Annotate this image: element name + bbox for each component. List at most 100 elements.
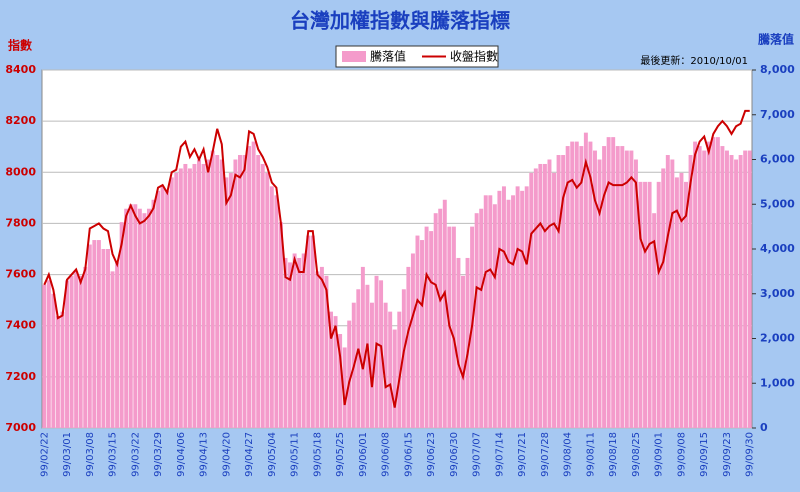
bar <box>233 159 238 428</box>
bar <box>110 271 115 428</box>
x-tick-label: 99/07/14 <box>494 432 505 477</box>
bar <box>697 146 702 428</box>
bar <box>338 334 343 428</box>
bar <box>283 257 288 428</box>
bar <box>297 257 302 428</box>
bar <box>465 257 470 428</box>
bar <box>729 155 734 428</box>
bar <box>74 271 79 428</box>
bar <box>278 222 283 428</box>
bar <box>583 132 588 428</box>
bar <box>115 262 120 428</box>
bar <box>133 204 138 428</box>
bar <box>360 266 365 428</box>
bar <box>242 155 247 428</box>
bar <box>579 146 584 428</box>
bar <box>643 181 648 428</box>
bar <box>383 302 388 428</box>
legend-label: 收盤指數 <box>450 49 498 64</box>
bar <box>488 195 493 428</box>
bar <box>665 155 670 428</box>
bar <box>565 146 570 428</box>
bar <box>96 240 101 428</box>
x-tick-label: 99/03/22 <box>130 432 141 477</box>
bar <box>388 311 393 428</box>
x-tick-label: 99/08/04 <box>563 432 574 477</box>
bar <box>492 204 497 428</box>
y-tick-label: 8400 <box>5 63 36 76</box>
bar <box>392 329 397 428</box>
bar <box>151 199 156 428</box>
x-tick-label: 99/08/18 <box>608 432 619 477</box>
bar <box>265 172 270 428</box>
bar <box>602 146 607 428</box>
bar <box>483 195 488 428</box>
bar <box>83 266 88 428</box>
bar <box>597 159 602 428</box>
bar <box>429 231 434 428</box>
bar <box>520 190 525 428</box>
bar <box>219 159 224 428</box>
legend <box>335 45 499 68</box>
bar <box>410 253 415 428</box>
bar <box>192 163 197 428</box>
bar <box>292 253 297 428</box>
bar <box>251 141 256 428</box>
bar <box>69 275 74 428</box>
bar <box>197 159 201 428</box>
bar <box>201 163 206 428</box>
bar <box>215 155 220 428</box>
bar <box>329 311 333 428</box>
line <box>43 109 750 408</box>
y-tick-label: 8000 <box>5 165 36 178</box>
y2-tick-label: 0 <box>760 421 768 434</box>
y-tick-label: 7800 <box>5 216 36 229</box>
bar <box>679 172 684 428</box>
bar <box>715 137 720 428</box>
bar <box>160 186 165 428</box>
bar <box>515 186 520 428</box>
bar <box>178 168 183 428</box>
x-tick-label: 99/07/21 <box>517 432 528 477</box>
bar <box>461 275 465 428</box>
x-tick-label: 99/06/08 <box>381 432 392 477</box>
bar <box>656 181 661 428</box>
bar <box>547 159 552 428</box>
bar <box>511 195 516 428</box>
bar <box>274 195 279 428</box>
bar <box>661 168 666 428</box>
bar <box>406 266 411 428</box>
bar <box>638 181 643 428</box>
bar <box>156 190 161 428</box>
x-tick-label: 99/03/08 <box>85 432 96 477</box>
bar <box>324 275 329 428</box>
x-tick-label: 99/07/07 <box>472 432 483 477</box>
x-tick-label: 99/02/22 <box>39 432 50 477</box>
x-tick-label: 99/05/11 <box>290 432 301 477</box>
bar <box>401 289 406 428</box>
bar <box>210 150 215 429</box>
bar <box>556 155 561 428</box>
bar <box>369 302 374 428</box>
bar <box>456 257 461 428</box>
bar <box>624 150 629 429</box>
bar <box>415 235 420 428</box>
y2-tick-label: 3,000 <box>760 287 795 300</box>
bar <box>169 177 174 428</box>
bar <box>365 284 370 428</box>
x-tick-label: 99/07/28 <box>540 432 551 477</box>
bar <box>561 155 566 428</box>
y2-tick-label: 4,000 <box>760 242 795 255</box>
y2-tick-label: 6,000 <box>760 153 795 166</box>
bar <box>238 155 242 428</box>
y-tick-label: 7200 <box>5 370 36 383</box>
bar <box>224 177 229 428</box>
chart-title: 台灣加權指數與騰落指標 <box>290 9 510 33</box>
bar <box>706 141 711 428</box>
bar <box>693 141 698 428</box>
x-tick-label: 99/09/23 <box>722 432 733 477</box>
bar <box>743 150 748 429</box>
bar <box>442 199 447 428</box>
bar <box>347 320 352 428</box>
bar <box>124 208 129 428</box>
